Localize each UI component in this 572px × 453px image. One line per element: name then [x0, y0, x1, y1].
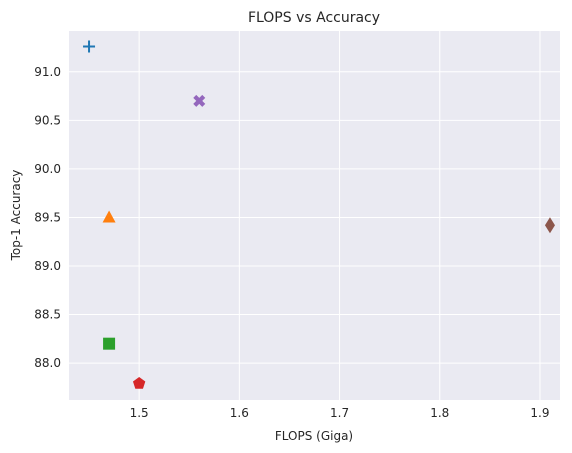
y-axis-label: Top-1 Accuracy: [9, 170, 23, 262]
x-axis-label: FLOPS (Giga): [275, 429, 353, 443]
x-tick-label: 1.5: [130, 406, 149, 420]
x-tick-label: 1.7: [330, 406, 349, 420]
y-tick-label: 89.0: [34, 259, 61, 273]
data-point: [544, 217, 555, 234]
x-tick-label: 1.6: [230, 406, 249, 420]
grid-lines: [69, 31, 560, 400]
data-point: [103, 337, 116, 350]
data-point: [102, 210, 116, 223]
y-tick-labels: 88.0 88.5 89.0 89.5 90.0 90.5 91.0: [34, 65, 61, 370]
data-points: [83, 40, 555, 389]
x-tick-label: 1.9: [530, 406, 549, 420]
data-point: [193, 94, 206, 107]
y-tick-label: 88.5: [34, 308, 61, 322]
data-point: [132, 376, 146, 389]
chart-title: FLOPS vs Accuracy: [248, 10, 380, 26]
y-tick-label: 89.5: [34, 210, 61, 224]
y-tick-label: 90.5: [34, 113, 61, 127]
y-tick-label: 90.0: [34, 162, 61, 176]
y-tick-label: 91.0: [34, 65, 61, 79]
y-tick-label: 88.0: [34, 356, 61, 370]
data-point: [83, 40, 96, 53]
x-tick-label: 1.8: [430, 406, 449, 420]
x-tick-labels: 1.5 1.6 1.7 1.8 1.9: [130, 406, 550, 420]
plot-area: [69, 31, 560, 400]
